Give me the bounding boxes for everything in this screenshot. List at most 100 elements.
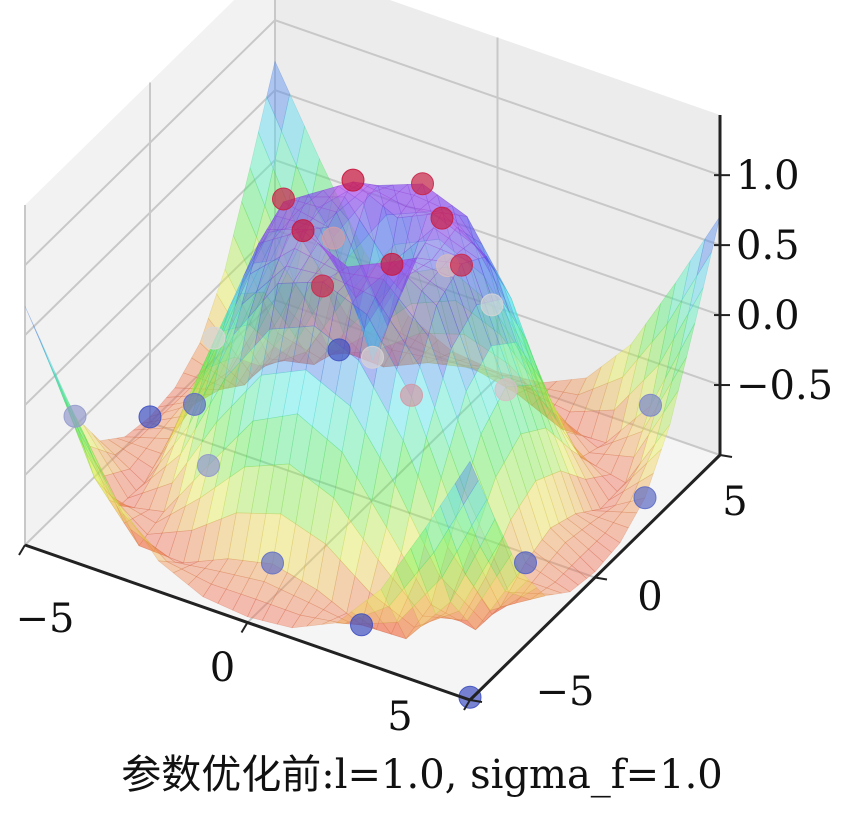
surface-facet <box>637 448 662 484</box>
surface-facet <box>260 358 285 368</box>
surface-facet <box>493 538 518 593</box>
surface-facet <box>345 274 370 291</box>
surface-facet <box>544 396 569 425</box>
surface-facet <box>283 341 308 363</box>
surface-facet <box>161 505 186 534</box>
surface-facet <box>516 389 541 406</box>
surface-facet <box>145 437 171 454</box>
surface-facet <box>521 587 546 600</box>
surface-facet <box>545 426 570 475</box>
surface-facet <box>382 198 407 219</box>
surface-facet <box>551 470 576 519</box>
surface-facet <box>310 157 335 229</box>
surface-facet <box>401 513 425 580</box>
surface-facet <box>389 338 414 366</box>
surface-facet <box>403 214 428 254</box>
surface-facet <box>409 240 434 272</box>
surface-facet <box>415 211 440 242</box>
surface-facet <box>455 489 480 549</box>
surface-facet <box>107 484 131 530</box>
surface-facet <box>387 273 412 315</box>
surface-facet <box>407 578 432 617</box>
surface-facet <box>504 570 529 595</box>
surface-facet <box>210 334 234 404</box>
surface-facet <box>369 183 393 189</box>
surface-facet <box>249 131 274 207</box>
surface-facet <box>358 302 383 335</box>
surface-facet <box>380 568 405 607</box>
surface-facet <box>527 480 551 541</box>
surface-facet <box>221 466 246 520</box>
surface-facet <box>168 530 193 564</box>
surface-facet <box>253 230 278 264</box>
x-tick-label: 0 <box>210 645 235 691</box>
surface-facet <box>453 568 478 608</box>
surface-facet <box>535 477 560 529</box>
surface-facet <box>310 486 334 545</box>
surface-facet <box>375 187 400 200</box>
surface-facet <box>191 342 216 368</box>
surface-facet <box>587 460 612 477</box>
surface-facet <box>470 523 495 579</box>
surface-facet <box>514 592 540 604</box>
surface-facet <box>573 529 598 550</box>
gridline-z <box>24 19 721 266</box>
z-tick-label: 0.0 <box>736 293 800 339</box>
surface-facet <box>108 499 133 524</box>
surface-facet <box>285 595 310 616</box>
surface-facet <box>478 499 503 559</box>
surface-facet <box>385 213 410 245</box>
surface-facet <box>426 358 452 365</box>
surface-facet <box>100 478 125 524</box>
surface-facet <box>628 341 653 396</box>
surface-facet <box>132 513 157 535</box>
surface-facet <box>333 451 358 520</box>
surface-facet <box>584 382 609 412</box>
surface-facet <box>449 213 474 239</box>
surface-facet <box>445 590 470 622</box>
surface-facet <box>420 613 445 627</box>
surface-facet <box>323 254 349 273</box>
surface-facet <box>496 271 521 327</box>
surface-facet <box>291 614 316 629</box>
surface-facet <box>489 401 513 464</box>
surface-facet <box>363 501 387 561</box>
surface-facet <box>440 447 465 520</box>
surface-facet <box>596 532 621 553</box>
surface-facet <box>405 621 430 639</box>
surface-facet <box>457 390 482 464</box>
surface-facet <box>178 441 203 498</box>
surface-facet <box>524 386 550 398</box>
scatter-point <box>341 168 365 192</box>
surface-facet <box>362 184 387 232</box>
surface-facet <box>218 356 244 391</box>
surface-facet <box>355 284 380 330</box>
surface-facet <box>413 615 439 629</box>
surface-facet <box>610 455 635 484</box>
surface-facet <box>195 388 221 396</box>
y-tick-mark <box>719 454 733 458</box>
surface-facet <box>509 312 534 368</box>
surface-facet <box>367 622 392 635</box>
scatter-point <box>197 454 220 478</box>
surface-facet <box>152 425 177 469</box>
surface-facet <box>206 356 231 378</box>
surface-facet <box>271 271 296 317</box>
surface-facet <box>110 496 135 509</box>
surface-facet <box>302 199 327 268</box>
surface-facet <box>118 492 144 509</box>
surface-facet <box>450 573 475 612</box>
surface-facet <box>230 263 255 310</box>
surface-facet <box>105 451 131 472</box>
surface-facet <box>568 473 593 513</box>
surface-facet <box>84 434 108 485</box>
surface-facet <box>371 214 396 261</box>
surface-facet <box>381 313 406 346</box>
surface-facet <box>554 391 579 413</box>
surface-facet <box>474 364 498 373</box>
surface-facet <box>388 587 413 623</box>
surface-facet <box>361 299 386 340</box>
surface-facet <box>264 234 289 267</box>
surface-facet <box>419 334 444 409</box>
surface-facet <box>414 327 439 349</box>
